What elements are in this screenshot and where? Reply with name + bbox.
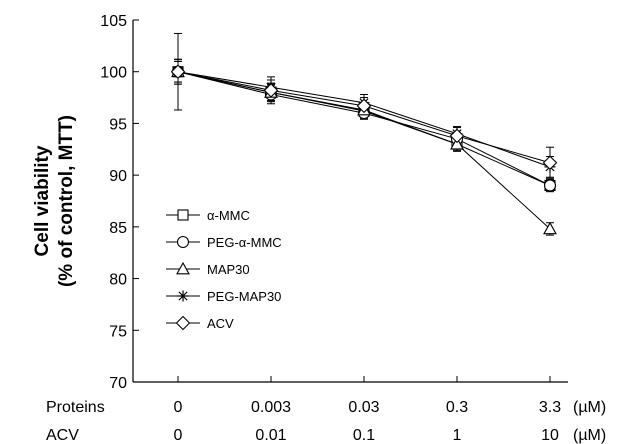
- marker-diamond: [356, 98, 372, 114]
- y-tick-label: 100: [100, 65, 127, 82]
- y-axis-label-line1: Cell viability: [32, 145, 53, 256]
- y-tick-label: 70: [109, 375, 127, 392]
- legend-item: MAP30: [166, 261, 250, 277]
- marker-triangle: [176, 261, 190, 275]
- x-row-unit: (µM): [573, 399, 606, 416]
- series-line: [177, 71, 551, 186]
- marker-diamond: [542, 155, 558, 171]
- y-tick-label: 105: [100, 13, 127, 30]
- marker-diamond: [175, 315, 191, 331]
- series-markers: [170, 64, 558, 171]
- x-tick-label: 0: [174, 427, 183, 444]
- x-row-unit: (µM): [573, 427, 606, 444]
- legend-item: PEG-α-MMC: [166, 235, 282, 250]
- marker-circle: [543, 179, 557, 192]
- x-tick-label: 10: [541, 427, 559, 444]
- y-tick-label: 85: [109, 220, 127, 237]
- y-tick-label: 80: [109, 272, 127, 289]
- x-tick-label: 1: [453, 427, 462, 444]
- legend-label: α-MMC: [207, 208, 250, 223]
- legend-label: PEG-α-MMC: [207, 235, 282, 250]
- series-line: [177, 71, 551, 186]
- marker-diamond: [449, 128, 465, 144]
- legend: α-MMC PEG-α-MMC MAP30 PEG-MAP30 ACV: [166, 208, 282, 331]
- marker-diamond: [170, 64, 186, 79]
- x-tick-label: 0: [174, 399, 183, 416]
- marker-circle: [176, 235, 190, 249]
- series-square: [174, 58, 554, 192]
- x-row-name: ACV: [46, 427, 79, 444]
- y-tick-label: 90: [109, 168, 127, 185]
- axis-labels: Cell viability (% of control, MTT) Protein…: [32, 115, 606, 444]
- marker-star: [177, 290, 189, 302]
- legend-item: PEG-MAP30: [166, 289, 281, 304]
- series-markers: [172, 66, 556, 192]
- x-tick-label: 0.03: [348, 399, 379, 416]
- series-layer: [170, 32, 558, 236]
- marker-triangle: [543, 221, 557, 235]
- legend-item: ACV: [166, 315, 234, 331]
- x-tick-label: 0.3: [446, 399, 468, 416]
- x-row-name: Proteins: [46, 399, 105, 416]
- legend-label: MAP30: [207, 262, 250, 277]
- x-tick-label: 0.003: [251, 399, 291, 416]
- y-tick-label: 75: [109, 323, 127, 340]
- y-tick-label: 95: [109, 116, 127, 133]
- x-tick-label: 0.1: [353, 427, 375, 444]
- x-tick-label: 0.01: [255, 427, 286, 444]
- legend-item: α-MMC: [166, 208, 250, 223]
- marker-diamond: [263, 83, 279, 98]
- legend-label: PEG-MAP30: [207, 289, 281, 304]
- x-tick-label: 3.3: [539, 399, 561, 416]
- y-axis-label-line2: (% of control, MTT): [56, 115, 77, 287]
- marker-square: [177, 209, 189, 221]
- axes: 70 75 80 85 90 95 100 105: [100, 13, 568, 392]
- legend-label: ACV: [207, 316, 234, 331]
- marker-triangle: [450, 136, 464, 150]
